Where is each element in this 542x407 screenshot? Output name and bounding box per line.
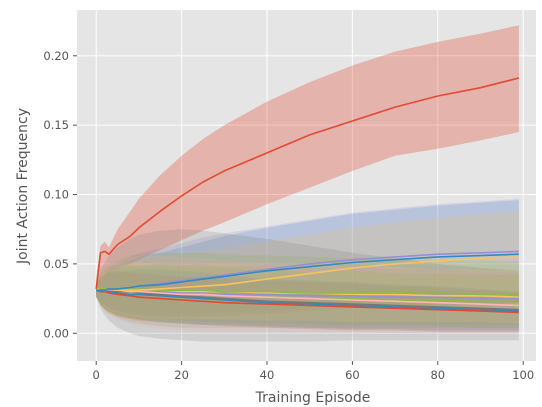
series-6-band — [96, 255, 519, 334]
y-tick-label: 0.00 — [43, 326, 69, 340]
series-9-band — [96, 269, 519, 331]
x-axis-label: Training Episode — [255, 390, 371, 406]
y-axis-label: Joint Action Frequency — [15, 108, 31, 265]
y-tick-label: 0.10 — [43, 188, 69, 202]
x-tick-label: 20 — [174, 368, 189, 382]
y-tick-label: 0.15 — [43, 118, 69, 132]
x-tick-label: 0 — [93, 368, 100, 382]
y-tick-label: 0.05 — [43, 257, 69, 271]
grid-lines — [77, 10, 536, 361]
y-tick-label: 0.20 — [43, 49, 69, 63]
series-2-line — [96, 253, 519, 291]
series-2-band — [96, 200, 519, 317]
y-axis-ticks: 0.00 0.05 0.10 0.15 0.20 — [43, 49, 77, 340]
series-7-band — [96, 229, 519, 342]
x-axis-ticks: 0 20 40 60 80 100 — [93, 361, 534, 382]
x-tick-label: 40 — [260, 368, 275, 382]
series-1-band — [96, 25, 519, 299]
series-3-line — [96, 250, 519, 291]
series-8-line — [95, 289, 519, 314]
x-tick-label: 80 — [430, 368, 445, 382]
series-lines — [95, 77, 520, 314]
x-tick-label: 60 — [345, 368, 360, 382]
series-9-line — [95, 289, 519, 312]
series-1-line — [95, 77, 520, 289]
x-tick-label: 100 — [512, 368, 534, 382]
